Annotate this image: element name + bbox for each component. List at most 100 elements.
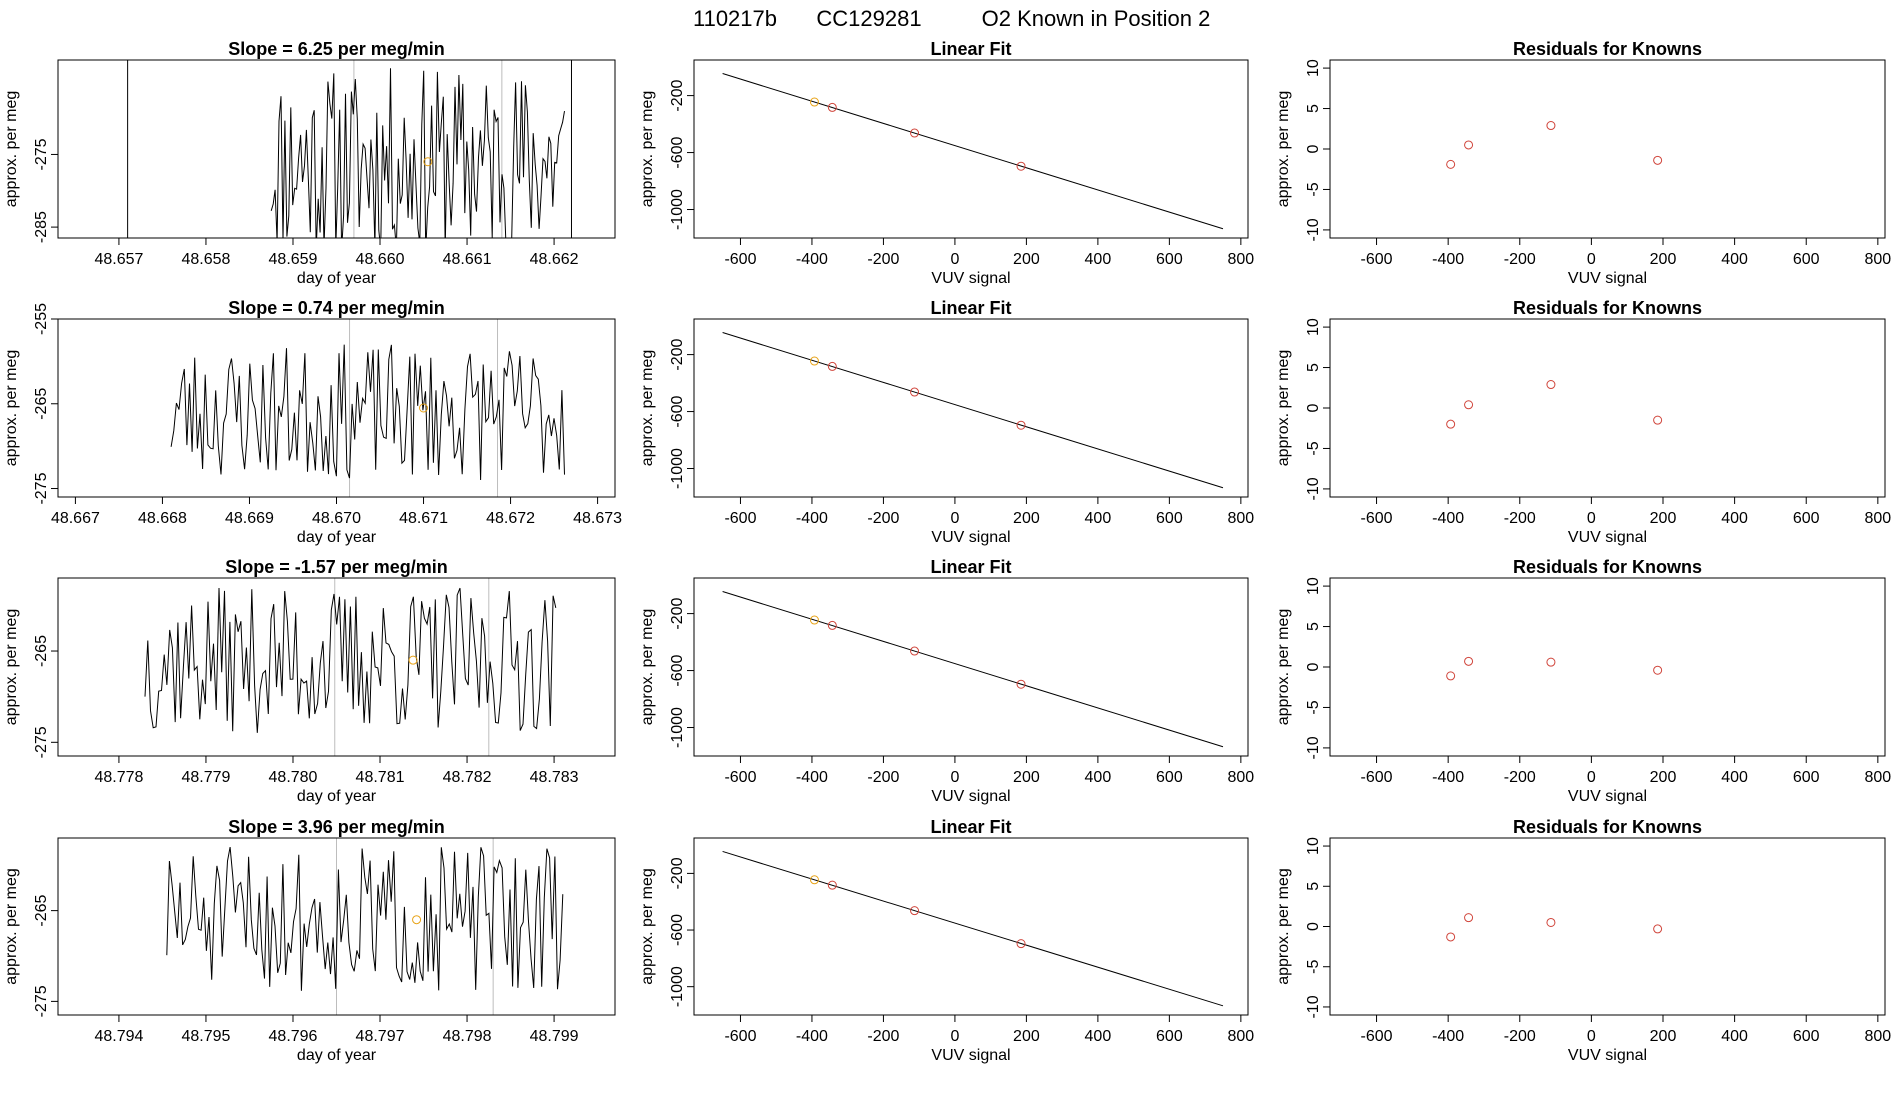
x-axis-label: VUV signal bbox=[1568, 270, 1647, 287]
x-axis-label: day of year bbox=[297, 788, 377, 805]
data-point bbox=[1016, 679, 1026, 689]
plot-area bbox=[722, 73, 1224, 230]
panel-title: Linear Fit bbox=[930, 557, 1011, 577]
panel-linear_fit-3: Linear Fit -600 -400 -200 0 200 400 600 800 -1000… bbox=[639, 817, 1254, 1064]
y-tick-label: 0 bbox=[1305, 144, 1322, 153]
y-axis-label: approx. per meg bbox=[639, 350, 656, 467]
cylinder-id: CC129281 bbox=[816, 6, 921, 31]
x-tick-label: 0 bbox=[1587, 251, 1596, 268]
data-point bbox=[1464, 400, 1474, 410]
plot-area bbox=[722, 591, 1224, 748]
panel-residuals-0: Residuals for Knowns -600 -400 -200 0 200 400 6… bbox=[1275, 39, 1891, 287]
y-tick-label: -10 bbox=[1305, 218, 1322, 241]
y-tick-label: -5 bbox=[1305, 182, 1322, 196]
plot-area bbox=[1446, 656, 1663, 681]
x-tick-label: 0 bbox=[950, 769, 959, 786]
x-tick-label: -200 bbox=[867, 510, 899, 527]
y-tick-label: -255 bbox=[33, 303, 50, 335]
x-tick-label: 200 bbox=[1650, 251, 1677, 268]
panel-title: Slope = 3.96 per meg/min bbox=[228, 817, 445, 837]
x-tick-label: 200 bbox=[1650, 510, 1677, 527]
y-axis-label: approx. per meg bbox=[3, 350, 20, 467]
data-point bbox=[1653, 415, 1663, 425]
x-tick-label: 400 bbox=[1721, 251, 1748, 268]
y-tick-label: -285 bbox=[33, 211, 50, 243]
x-axis-label: day of year bbox=[297, 529, 377, 546]
x-tick-label: -400 bbox=[1432, 1028, 1464, 1045]
x-tick-label: 600 bbox=[1156, 251, 1183, 268]
x-tick-label: 48.672 bbox=[486, 510, 535, 527]
page-title: 110217b CC129281 O2 Known in Position 2 bbox=[693, 6, 1210, 31]
data-point bbox=[827, 361, 837, 371]
time-series-trace bbox=[170, 344, 565, 481]
panel-linear_fit-0: Linear Fit -600 -400 -200 0 200 400 600 800 -1000… bbox=[639, 39, 1254, 287]
highlight-point bbox=[809, 615, 819, 625]
y-tick-label: 0 bbox=[1305, 403, 1322, 412]
panel-title: Slope = 0.74 per meg/min bbox=[228, 298, 445, 318]
plot-frame bbox=[693, 318, 1249, 498]
panel-title: Residuals for Knowns bbox=[1513, 817, 1702, 837]
x-tick-label: -200 bbox=[867, 1028, 899, 1045]
x-tick-label: -400 bbox=[1432, 510, 1464, 527]
y-tick-label: -275 bbox=[33, 138, 50, 170]
x-tick-label: -400 bbox=[796, 510, 828, 527]
plot-area bbox=[170, 319, 565, 497]
plot-area bbox=[1446, 913, 1663, 942]
highlight-point bbox=[423, 157, 433, 167]
y-tick-label: -275 bbox=[33, 472, 50, 504]
y-tick-label: -600 bbox=[669, 654, 686, 686]
data-point bbox=[827, 620, 837, 630]
x-tick-label: -600 bbox=[724, 769, 756, 786]
panel-title: Residuals for Knowns bbox=[1513, 298, 1702, 318]
x-tick-label: 48.668 bbox=[138, 510, 187, 527]
time-series-trace bbox=[166, 847, 564, 991]
x-tick-label: 48.673 bbox=[573, 510, 622, 527]
y-tick-label: -1000 bbox=[669, 707, 686, 748]
x-tick-label: -600 bbox=[724, 251, 756, 268]
plot-frame bbox=[1329, 59, 1886, 239]
y-tick-label: -600 bbox=[669, 395, 686, 427]
data-point bbox=[1546, 121, 1556, 131]
panel-residuals-1: Residuals for Knowns -600 -400 -200 0 200 400 6… bbox=[1275, 298, 1891, 546]
panel-time_series-3: Slope = 3.96 per meg/min 48.794 48.795 48.7… bbox=[3, 817, 616, 1064]
x-tick-label: 48.798 bbox=[443, 1028, 492, 1045]
x-tick-label: 48.659 bbox=[269, 251, 318, 268]
y-tick-label: -265 bbox=[33, 388, 50, 420]
x-tick-label: 600 bbox=[1793, 1028, 1820, 1045]
panel-time_series-2: Slope = -1.57 per meg/min 48.778 48.779 48.… bbox=[3, 557, 616, 805]
x-tick-label: 400 bbox=[1085, 251, 1112, 268]
x-tick-label: 0 bbox=[1587, 510, 1596, 527]
y-tick-label: -5 bbox=[1305, 700, 1322, 714]
x-tick-label: 48.783 bbox=[530, 769, 579, 786]
data-point bbox=[1464, 140, 1474, 150]
y-tick-label: -275 bbox=[33, 985, 50, 1017]
panel-title: Residuals for Knowns bbox=[1513, 557, 1702, 577]
highlight-point bbox=[809, 875, 819, 885]
data-point bbox=[910, 128, 920, 138]
fit-line bbox=[722, 73, 1224, 230]
x-tick-label: 0 bbox=[950, 510, 959, 527]
x-tick-label: 800 bbox=[1864, 510, 1891, 527]
x-tick-label: 48.657 bbox=[94, 251, 143, 268]
plot-area bbox=[722, 850, 1224, 1007]
x-tick-label: 800 bbox=[1228, 1028, 1255, 1045]
x-axis-label: day of year bbox=[297, 270, 377, 287]
y-axis-label: approx. per meg bbox=[639, 868, 656, 985]
x-tick-label: 600 bbox=[1793, 769, 1820, 786]
x-tick-label: 400 bbox=[1721, 510, 1748, 527]
x-tick-label: 48.794 bbox=[94, 1028, 143, 1045]
run-id: 110217b bbox=[693, 6, 777, 31]
x-tick-label: -400 bbox=[796, 251, 828, 268]
y-tick-label: -265 bbox=[33, 895, 50, 927]
y-tick-label: 5 bbox=[1305, 363, 1322, 372]
time-series-trace bbox=[144, 587, 557, 733]
x-tick-label: 600 bbox=[1156, 1028, 1183, 1045]
y-tick-label: -1000 bbox=[669, 189, 686, 230]
plot-frame bbox=[693, 577, 1249, 757]
highlight-point bbox=[419, 403, 429, 413]
x-tick-label: -600 bbox=[1361, 251, 1393, 268]
x-axis-label: VUV signal bbox=[1568, 1047, 1647, 1064]
x-axis-label: VUV signal bbox=[931, 529, 1010, 546]
plot-frame bbox=[57, 837, 616, 1016]
